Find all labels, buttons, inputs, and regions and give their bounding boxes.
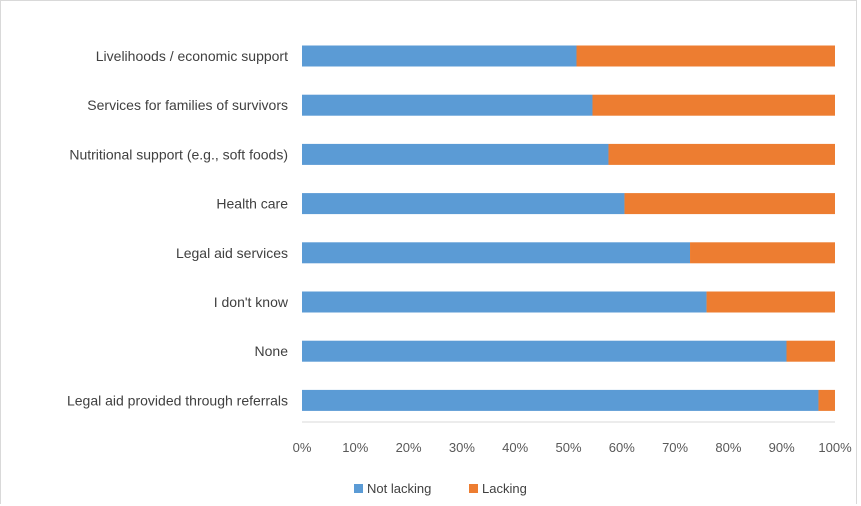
x-tick-label: 100%	[818, 440, 852, 455]
bar-lacking	[706, 291, 835, 313]
x-tick-label: 90%	[769, 440, 795, 455]
x-tick-labels: 0% 10% 20% 30% 40% 50% 60% 70% 80% 90% 100%	[293, 440, 852, 455]
bar-not-lacking	[302, 143, 609, 165]
legend-label: Lacking	[482, 481, 527, 496]
x-tick-label: 40%	[502, 440, 528, 455]
x-tick-label: 20%	[396, 440, 422, 455]
legend-swatch	[354, 484, 363, 493]
x-tick-label: 10%	[342, 440, 368, 455]
category-label: Legal aid services	[176, 245, 288, 261]
bar-not-lacking	[302, 94, 593, 116]
bar-not-lacking	[302, 291, 707, 313]
x-tick-label: 50%	[555, 440, 581, 455]
category-label: Livelihoods / economic support	[96, 48, 288, 64]
bar-lacking	[608, 143, 835, 165]
x-tick-label: 60%	[609, 440, 635, 455]
legend-label: Not lacking	[367, 481, 431, 496]
category-label: None	[255, 343, 289, 359]
bar-not-lacking	[302, 242, 691, 264]
category-label: Services for families of survivors	[87, 97, 288, 113]
x-tick-label: 0%	[293, 440, 312, 455]
bar-not-lacking	[302, 193, 625, 215]
bar-not-lacking	[302, 45, 577, 67]
x-tick-label: 30%	[449, 440, 475, 455]
legend: Not lacking Lacking	[354, 481, 527, 496]
legend-swatch	[469, 484, 478, 493]
bar-not-lacking	[302, 340, 787, 362]
x-tick-label: 80%	[715, 440, 741, 455]
category-labels: Livelihoods / economic support Services f…	[67, 48, 289, 408]
category-label: Nutritional support (e.g., soft foods)	[69, 146, 288, 162]
category-label: Legal aid provided through referrals	[67, 392, 288, 408]
bar-lacking	[690, 242, 835, 264]
x-tick-label: 70%	[662, 440, 688, 455]
bar-not-lacking	[302, 389, 819, 411]
bars	[302, 45, 835, 411]
category-label: Health care	[216, 196, 288, 212]
bar-lacking	[818, 389, 835, 411]
bar-lacking	[592, 94, 835, 116]
bar-lacking	[576, 45, 835, 67]
category-label: I don't know	[214, 294, 289, 310]
bar-lacking	[624, 193, 835, 215]
bar-lacking	[786, 340, 835, 362]
